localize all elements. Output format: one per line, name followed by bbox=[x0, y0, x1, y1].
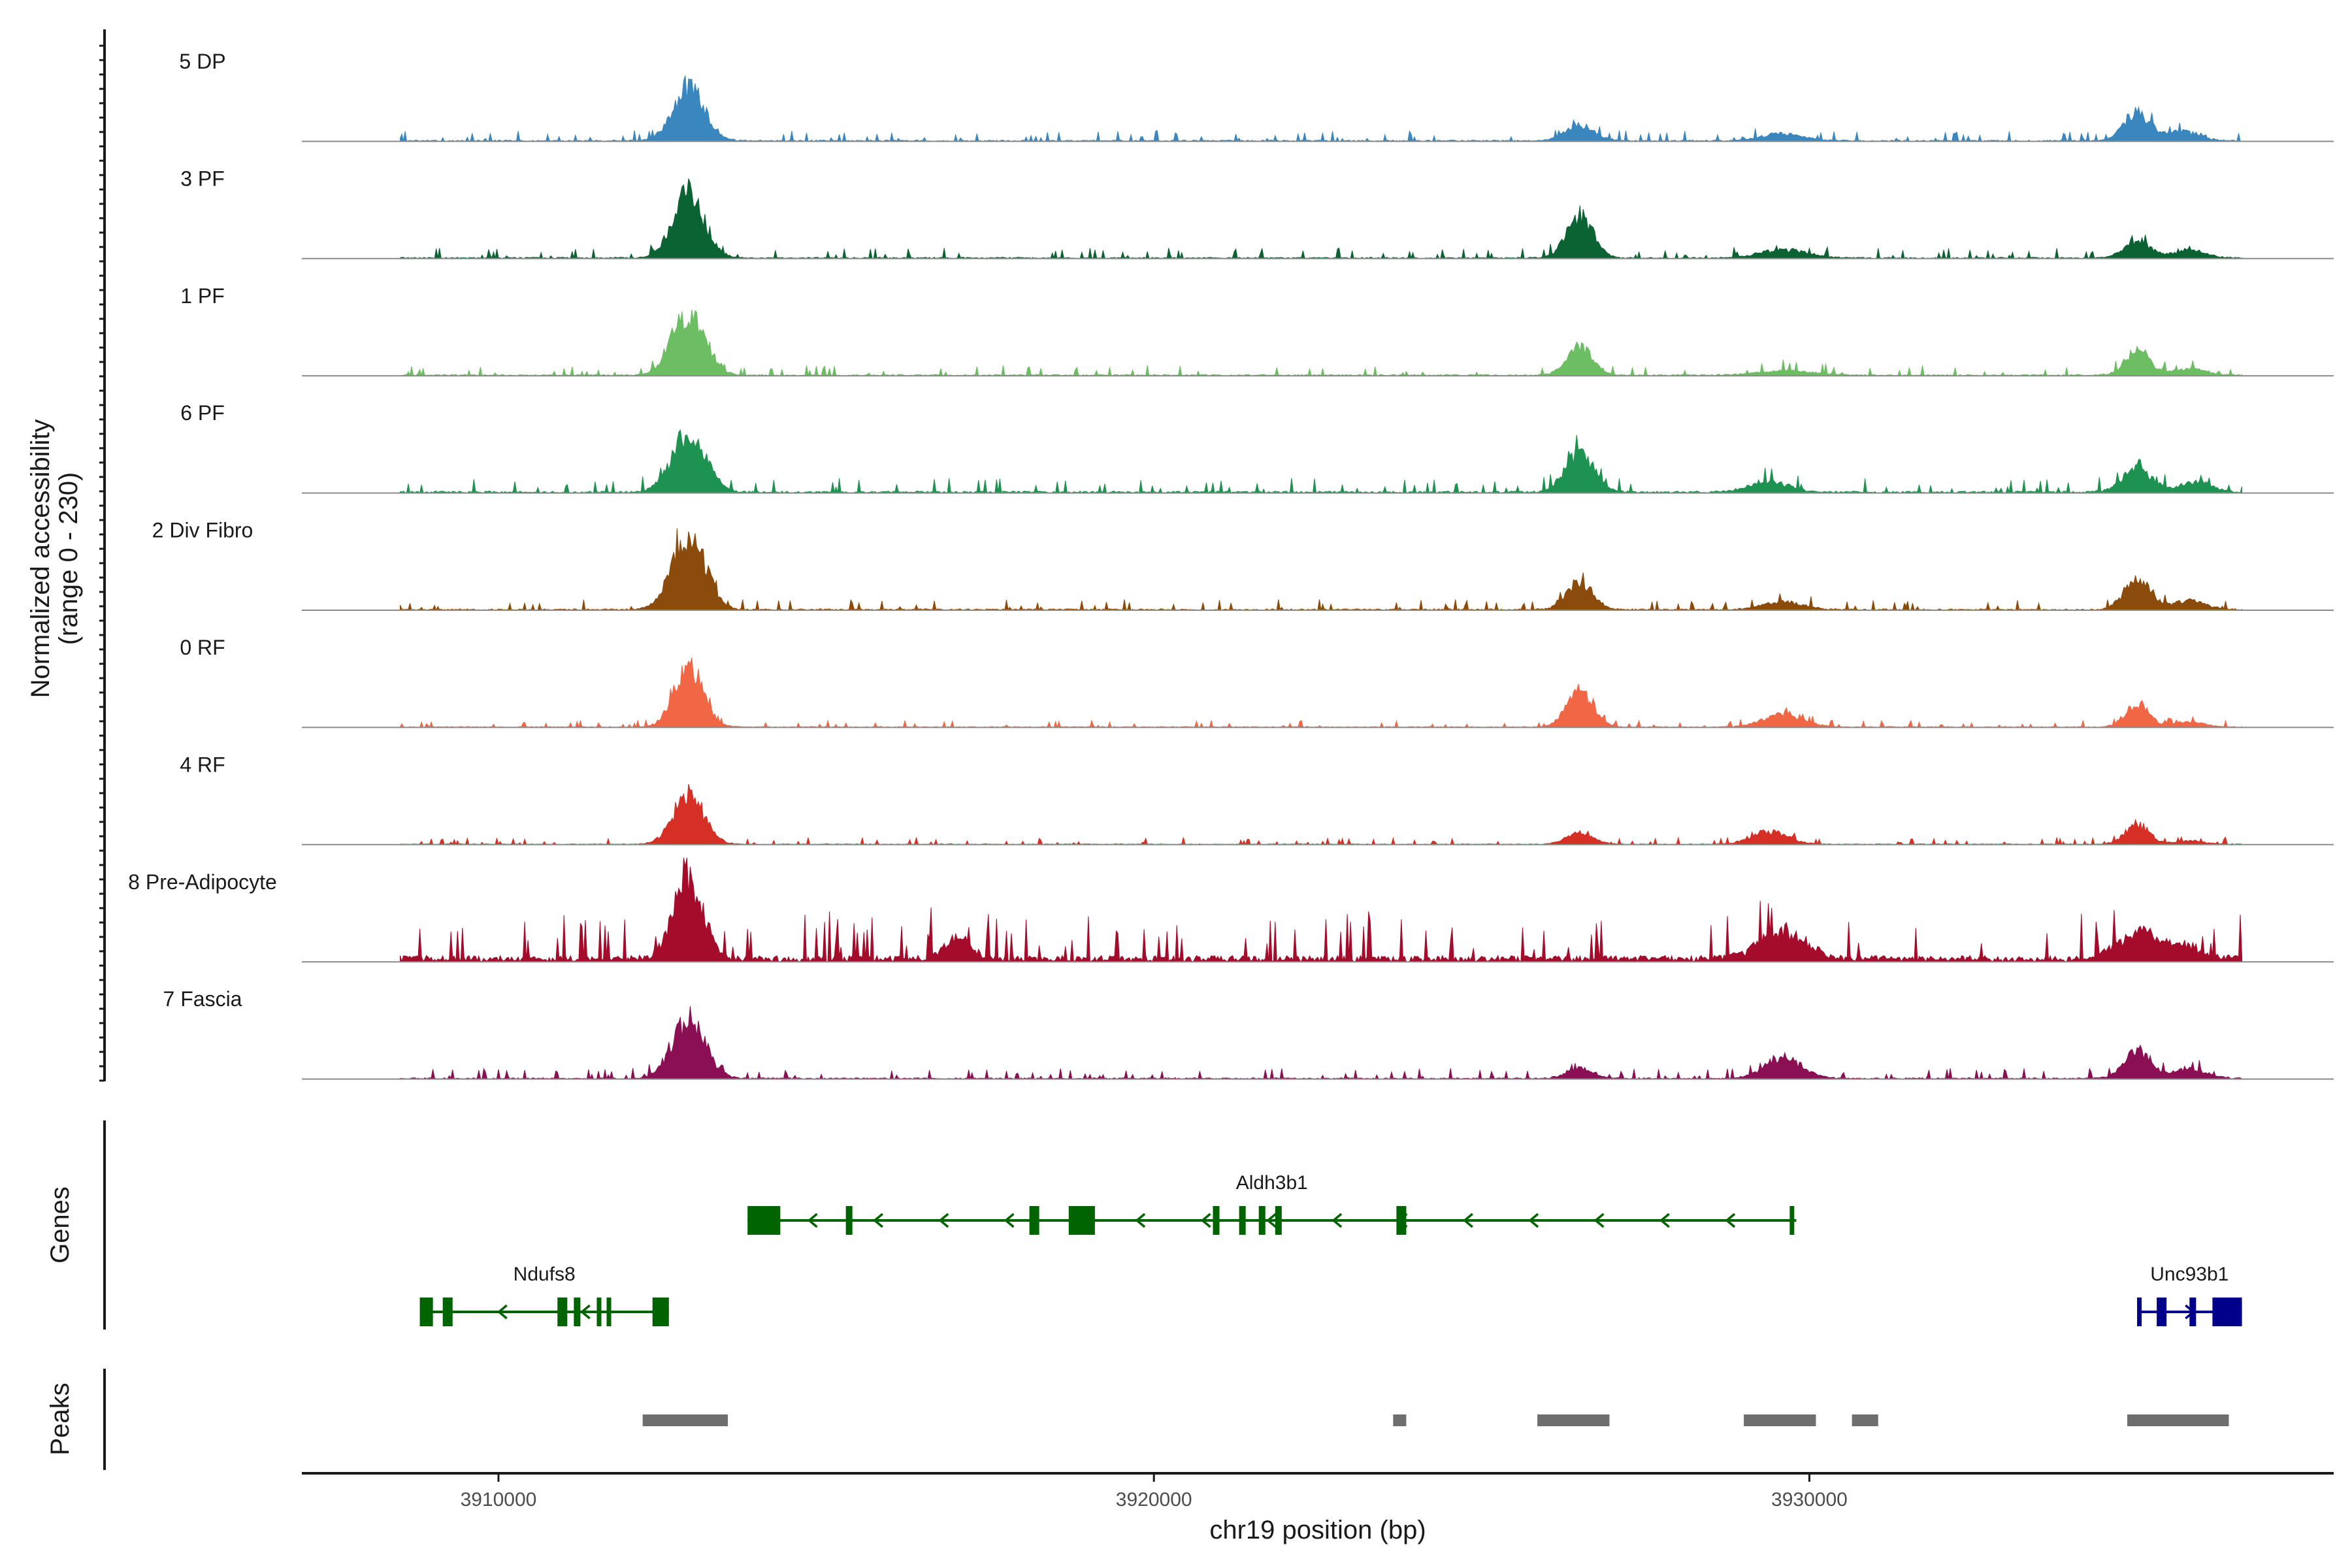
gene-exon bbox=[419, 1298, 433, 1326]
track-4-rf: 4 RF bbox=[180, 753, 2334, 845]
gene-exon bbox=[845, 1206, 853, 1235]
strand-chevron bbox=[1266, 1213, 1277, 1228]
gene-exon bbox=[1068, 1206, 1095, 1235]
track-signal bbox=[400, 429, 2242, 494]
coverage-y-axis-subtitle: (range 0 - 230) bbox=[54, 472, 83, 645]
track-label: 4 RF bbox=[180, 753, 225, 776]
gene-models: Aldh3b1 Ndufs8 Unc93b1 bbox=[419, 1172, 2242, 1326]
gene-label: Aldh3b1 bbox=[1236, 1172, 1308, 1194]
gene-exon bbox=[1258, 1206, 1266, 1235]
gene-exon bbox=[1789, 1206, 1795, 1235]
x-tick-label: 3910000 bbox=[461, 1489, 537, 1511]
strand-chevron bbox=[1659, 1213, 1670, 1228]
strand-chevron bbox=[1200, 1213, 1211, 1228]
gene-exon bbox=[747, 1206, 781, 1235]
strand-chevron bbox=[1725, 1213, 1736, 1228]
track-6-pf: 6 PF bbox=[180, 401, 2334, 494]
coverage-tracks: 5 DP 3 PF 1 PF 6 PF 2 Div Fibro 0 RF 4 RF 8 Pre… bbox=[128, 50, 2334, 1080]
track-0-rf: 0 RF bbox=[180, 636, 2334, 729]
strand-chevron bbox=[580, 1304, 591, 1320]
gene-label: Unc93b1 bbox=[2150, 1264, 2229, 1285]
gene-label: Ndufs8 bbox=[514, 1264, 576, 1285]
gene-exon bbox=[652, 1298, 669, 1326]
gene-exon bbox=[1275, 1206, 1282, 1235]
peak-region bbox=[1852, 1414, 1878, 1426]
track-label: 6 PF bbox=[180, 401, 225, 425]
track-signal bbox=[400, 857, 2242, 963]
peak-regions bbox=[642, 1414, 2229, 1426]
gene-unc93b1: Unc93b1 bbox=[2137, 1264, 2242, 1326]
track-signal bbox=[400, 783, 2242, 845]
track-label: 2 Div Fibro bbox=[152, 519, 253, 542]
strand-chevron bbox=[497, 1304, 508, 1320]
track-label: 8 Pre-Adipocyte bbox=[128, 870, 277, 894]
track-label: 1 PF bbox=[180, 284, 225, 308]
peak-region bbox=[1537, 1414, 1610, 1426]
track-1-pf: 1 PF bbox=[180, 284, 2334, 377]
gene-exon bbox=[2137, 1298, 2142, 1326]
gene-exon bbox=[1213, 1206, 1220, 1235]
strand-chevron bbox=[807, 1213, 818, 1228]
gene-exon bbox=[557, 1298, 568, 1326]
strand-chevron bbox=[938, 1213, 949, 1228]
x-axis-ticks: 3910000 3920000 3930000 bbox=[461, 1473, 1848, 1511]
strand-chevron bbox=[1463, 1213, 1473, 1228]
strand-chevron bbox=[1004, 1213, 1015, 1228]
track-7-fascia: 7 Fascia bbox=[163, 987, 2334, 1080]
gene-exon bbox=[596, 1298, 602, 1326]
track-signal bbox=[400, 528, 2242, 612]
track-signal bbox=[400, 1005, 2242, 1080]
gene-exon bbox=[2157, 1298, 2167, 1326]
strand-chevron bbox=[1135, 1213, 1146, 1228]
coverage-y-axis-title: Normalized accessibility bbox=[26, 419, 55, 698]
gene-aldh3b1: Aldh3b1 bbox=[747, 1172, 1797, 1235]
track-signal bbox=[400, 75, 2242, 142]
coverage-y-ticks bbox=[99, 44, 105, 1082]
genes-panel-label: Genes bbox=[46, 1186, 74, 1264]
x-axis-title: chr19 position (bp) bbox=[1209, 1516, 1426, 1544]
peak-region bbox=[1393, 1414, 1407, 1426]
track-8-pre-adipocyte: 8 Pre-Adipocyte bbox=[128, 857, 2334, 963]
peak-region bbox=[642, 1414, 728, 1426]
strand-chevron bbox=[873, 1213, 883, 1228]
x-tick-label: 3920000 bbox=[1116, 1489, 1192, 1511]
gene-ndufs8: Ndufs8 bbox=[419, 1264, 669, 1326]
strand-chevron bbox=[1528, 1213, 1539, 1228]
track-3-pf: 3 PF bbox=[180, 167, 2334, 260]
track-signal bbox=[400, 309, 2242, 377]
x-tick-label: 3930000 bbox=[1771, 1489, 1848, 1511]
gene-exon bbox=[606, 1298, 612, 1326]
track-label: 5 DP bbox=[179, 50, 225, 73]
track-signal bbox=[400, 178, 2242, 260]
gene-exon bbox=[1029, 1206, 1039, 1235]
peak-region bbox=[1744, 1414, 1816, 1426]
peak-region bbox=[2127, 1414, 2229, 1426]
track-label: 0 RF bbox=[180, 636, 225, 659]
track-label: 3 PF bbox=[180, 167, 225, 190]
gene-exon bbox=[2212, 1298, 2242, 1326]
strand-chevron bbox=[1593, 1213, 1605, 1228]
gene-exon bbox=[2189, 1298, 2197, 1326]
strand-chevron bbox=[1331, 1213, 1343, 1228]
track-5-dp: 5 DP bbox=[179, 50, 2334, 142]
track-label: 7 Fascia bbox=[163, 987, 242, 1011]
gene-exon bbox=[1239, 1206, 1246, 1235]
gene-exon bbox=[1396, 1206, 1407, 1235]
track-signal bbox=[400, 657, 2242, 729]
track-2-div-fibro: 2 Div Fibro bbox=[152, 519, 2334, 612]
peaks-panel-label: Peaks bbox=[46, 1382, 74, 1455]
gene-exon bbox=[574, 1298, 581, 1326]
gene-exon bbox=[442, 1298, 453, 1326]
